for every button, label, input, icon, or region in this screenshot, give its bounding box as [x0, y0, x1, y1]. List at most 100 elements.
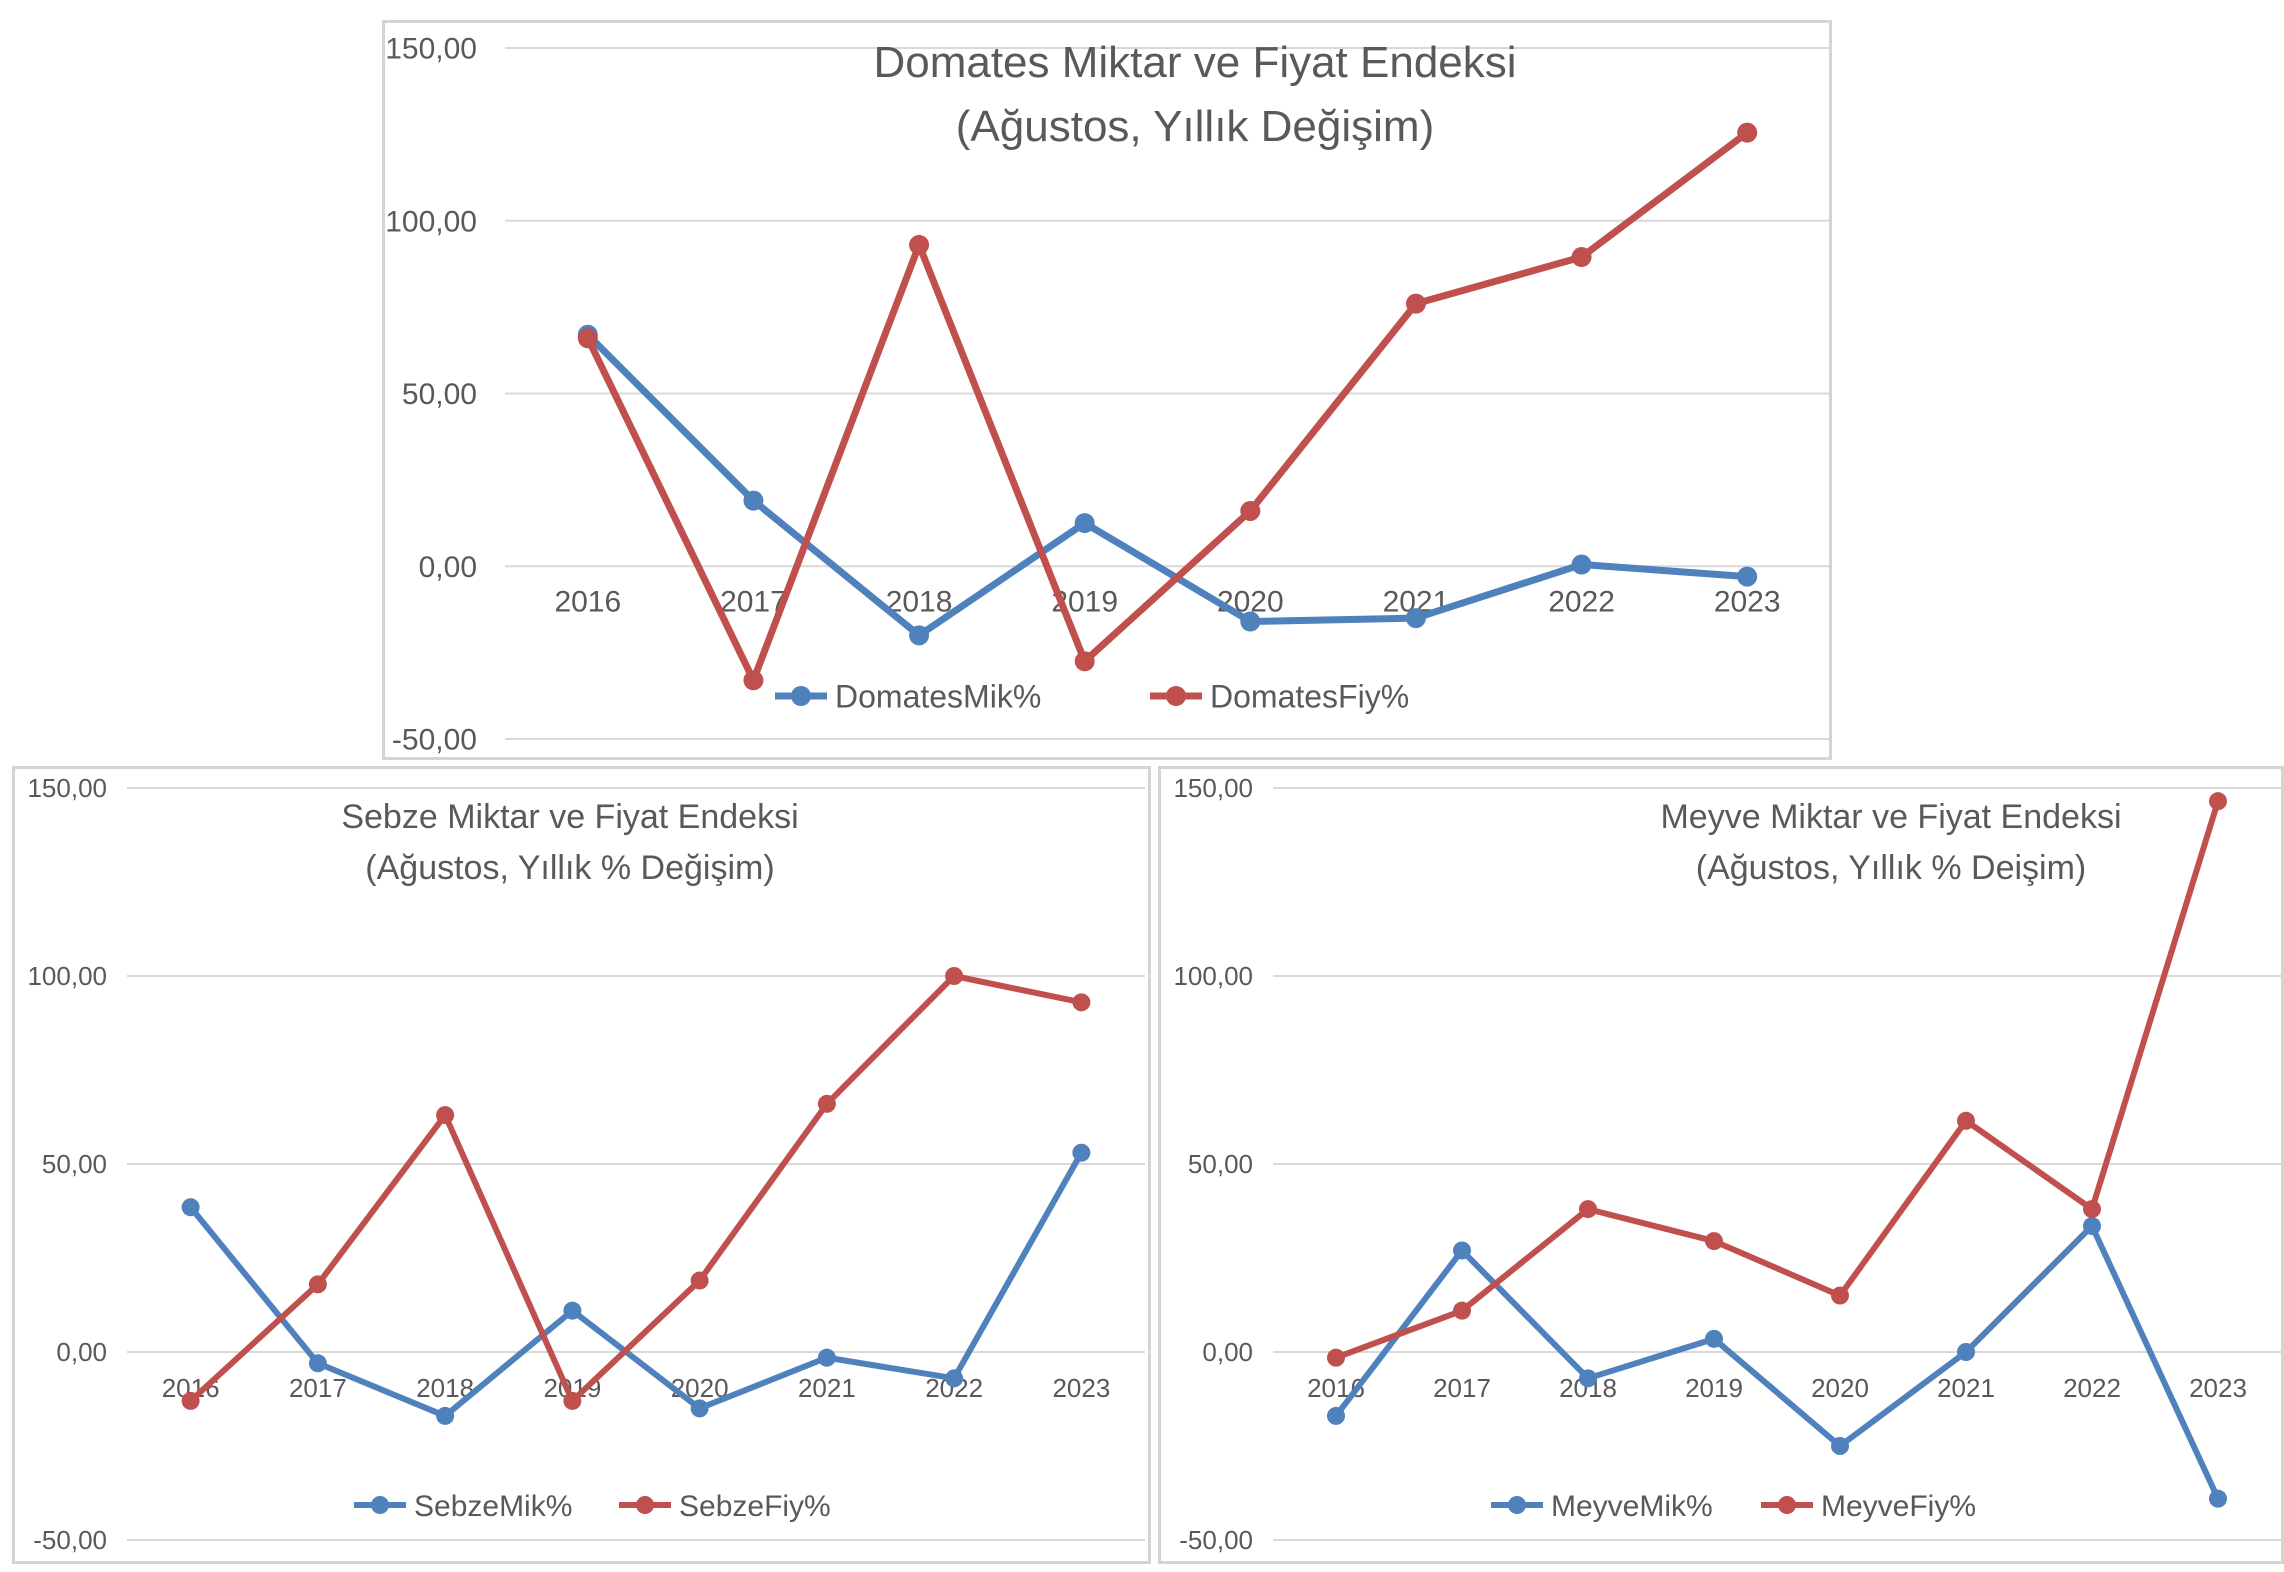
x-tick-label: 2023 — [1052, 1373, 1110, 1403]
series-line — [584, 331, 1751, 639]
data-point — [1571, 247, 1592, 268]
legend-marker — [371, 1496, 389, 1514]
data-point — [1072, 993, 1091, 1012]
data-point — [690, 1271, 709, 1290]
data-point — [2083, 1200, 2101, 1219]
data-point — [436, 1406, 455, 1425]
y-tick-label: 0,00 — [419, 551, 477, 584]
x-tick-label: 2020 — [1811, 1373, 1869, 1403]
data-point — [1072, 1143, 1091, 1162]
data-point — [817, 1094, 836, 1113]
chart-panel-meyve: -50,00 0,00 50,00 100,00 150,00 2016 2017 2018 2… — [1158, 766, 2284, 1564]
x-tick-label: 2017 — [1433, 1373, 1491, 1403]
data-point — [1737, 566, 1758, 587]
data-point — [945, 1369, 964, 1388]
y-tick-label: -50,00 — [1179, 1525, 1253, 1555]
series-line — [187, 973, 1085, 1404]
x-tick-label: 2019 — [1685, 1373, 1743, 1403]
data-point — [1571, 554, 1592, 575]
y-tick-label: 0,00 — [56, 1337, 107, 1367]
data-point — [1831, 1437, 1849, 1455]
data-point — [1831, 1286, 1849, 1305]
y-tick-label: 100,00 — [1173, 961, 1253, 991]
data-point — [743, 670, 764, 691]
x-tick-label: 2021 — [1937, 1373, 1995, 1403]
series-line — [1333, 1223, 2221, 1502]
data-point — [1705, 1329, 1723, 1348]
data-point — [563, 1391, 582, 1410]
series-line — [1333, 798, 2221, 1361]
data-point — [1453, 1301, 1471, 1320]
data-point — [308, 1354, 327, 1373]
data-point — [2209, 1489, 2227, 1508]
legend-label: MeyveFiy% — [1821, 1490, 1976, 1523]
data-point — [1240, 500, 1261, 521]
legend-label: SebzeFiy% — [679, 1490, 831, 1523]
data-point — [436, 1106, 455, 1125]
data-point — [1405, 293, 1426, 314]
chart-title: Domates Miktar ve Fiyat Endeksi — [873, 38, 1516, 87]
chart-panel-sebze: -50,00 0,00 50,00 100,00 150,00 2016 2017 2018 2… — [12, 766, 1151, 1564]
chart-subtitle: (Ağustos, Yıllık % Deişim) — [1696, 849, 2086, 887]
data-point — [181, 1391, 200, 1410]
chart-title: Meyve Miktar ve Fiyat Endeksi — [1660, 798, 2121, 836]
legend-label: SebzeMik% — [414, 1490, 572, 1523]
x-tick-label: 2023 — [2189, 1373, 2247, 1403]
legend-marker — [1778, 1496, 1796, 1514]
data-point — [1327, 1348, 1345, 1367]
data-point — [1579, 1369, 1597, 1388]
x-tick-label: 2022 — [1548, 585, 1615, 618]
data-point — [1327, 1406, 1345, 1425]
data-point — [909, 234, 930, 255]
y-tick-label: 0,00 — [1202, 1337, 1253, 1367]
y-tick-label: 150,00 — [1173, 773, 1253, 803]
y-tick-label: -50,00 — [33, 1525, 107, 1555]
data-point — [577, 328, 598, 349]
chart-subtitle: (Ağustos, Yıllık Değişim) — [956, 102, 1434, 151]
y-tick-label: 150,00 — [385, 33, 477, 66]
data-point — [1957, 1343, 1975, 1361]
data-point — [1705, 1232, 1723, 1251]
legend-marker — [1508, 1496, 1526, 1514]
data-point — [1405, 608, 1426, 629]
legend-marker — [1166, 686, 1186, 706]
data-point — [1240, 611, 1261, 632]
data-point — [1579, 1200, 1597, 1219]
y-tick-label: -50,00 — [392, 724, 477, 757]
series-line — [584, 129, 1751, 684]
data-point — [1453, 1241, 1471, 1260]
y-tick-label: 100,00 — [385, 205, 477, 238]
data-point — [945, 967, 964, 985]
data-point — [308, 1275, 327, 1294]
x-tick-label: 2016 — [554, 585, 621, 618]
legend-label: MeyveMik% — [1551, 1490, 1713, 1523]
chart-title: Sebze Miktar ve Fiyat Endeksi — [341, 798, 798, 836]
x-tick-label: 2022 — [2063, 1373, 2121, 1403]
data-point — [743, 490, 764, 511]
x-tick-label: 2021 — [798, 1373, 856, 1403]
data-point — [2083, 1217, 2101, 1236]
y-tick-label: 150,00 — [27, 773, 107, 803]
legend-label: DomatesFiy% — [1210, 679, 1409, 715]
y-tick-label: 50,00 — [1188, 1149, 1253, 1179]
data-point — [690, 1399, 709, 1418]
chart-panel-domates: -50,00 0,00 50,00 100,00 150,00 2016 2017 2018 2… — [382, 20, 1832, 760]
data-point — [1957, 1111, 1975, 1130]
chart-subtitle: (Ağustos, Yıllık % Değişim) — [365, 849, 774, 887]
x-tick-label: 2023 — [1714, 585, 1781, 618]
data-point — [909, 625, 930, 646]
y-tick-label: 100,00 — [27, 961, 107, 991]
x-tick-label: 2017 — [289, 1373, 347, 1403]
legend-marker — [791, 686, 811, 706]
y-tick-label: 50,00 — [402, 378, 477, 411]
data-point — [1074, 651, 1095, 672]
legend-marker — [636, 1496, 654, 1514]
legend-label: DomatesMik% — [835, 679, 1041, 715]
series-line — [187, 1149, 1085, 1419]
data-point — [2209, 792, 2227, 811]
y-tick-label: 50,00 — [42, 1149, 107, 1179]
data-point — [1737, 122, 1758, 143]
